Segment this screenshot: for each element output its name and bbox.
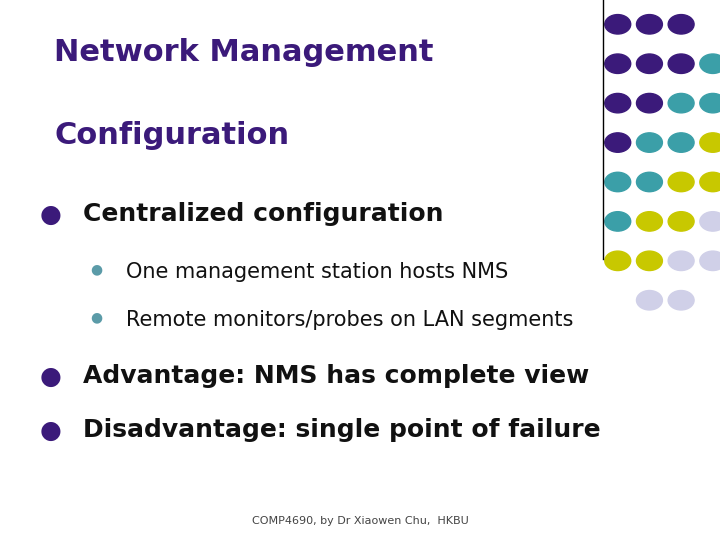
Circle shape bbox=[668, 54, 694, 73]
Circle shape bbox=[700, 172, 720, 192]
Circle shape bbox=[636, 93, 662, 113]
Text: ●: ● bbox=[40, 364, 61, 388]
Circle shape bbox=[636, 212, 662, 231]
Circle shape bbox=[668, 291, 694, 310]
Circle shape bbox=[636, 172, 662, 192]
Circle shape bbox=[668, 93, 694, 113]
Text: Network Management: Network Management bbox=[54, 38, 433, 67]
Circle shape bbox=[605, 133, 631, 152]
Circle shape bbox=[636, 251, 662, 271]
Circle shape bbox=[668, 212, 694, 231]
Circle shape bbox=[700, 212, 720, 231]
Text: COMP4690, by Dr Xiaowen Chu,  HKBU: COMP4690, by Dr Xiaowen Chu, HKBU bbox=[251, 516, 469, 526]
Text: ●: ● bbox=[90, 262, 102, 276]
Circle shape bbox=[668, 15, 694, 34]
Circle shape bbox=[636, 15, 662, 34]
Circle shape bbox=[605, 172, 631, 192]
Circle shape bbox=[605, 15, 631, 34]
Text: Advantage: NMS has complete view: Advantage: NMS has complete view bbox=[83, 364, 589, 388]
Text: Centralized configuration: Centralized configuration bbox=[83, 202, 444, 226]
Circle shape bbox=[700, 251, 720, 271]
Circle shape bbox=[605, 54, 631, 73]
Circle shape bbox=[636, 133, 662, 152]
Circle shape bbox=[605, 212, 631, 231]
Text: One management station hosts NMS: One management station hosts NMS bbox=[126, 262, 508, 282]
Circle shape bbox=[700, 93, 720, 113]
Text: Remote monitors/probes on LAN segments: Remote monitors/probes on LAN segments bbox=[126, 310, 573, 330]
Circle shape bbox=[668, 251, 694, 271]
Text: ●: ● bbox=[40, 418, 61, 442]
Circle shape bbox=[700, 54, 720, 73]
Text: ●: ● bbox=[40, 202, 61, 226]
Text: Configuration: Configuration bbox=[54, 122, 289, 151]
Circle shape bbox=[605, 251, 631, 271]
Circle shape bbox=[636, 54, 662, 73]
Circle shape bbox=[668, 172, 694, 192]
Circle shape bbox=[668, 133, 694, 152]
Circle shape bbox=[636, 291, 662, 310]
Text: Disadvantage: single point of failure: Disadvantage: single point of failure bbox=[83, 418, 600, 442]
Circle shape bbox=[605, 93, 631, 113]
Circle shape bbox=[700, 133, 720, 152]
Text: ●: ● bbox=[90, 310, 102, 325]
